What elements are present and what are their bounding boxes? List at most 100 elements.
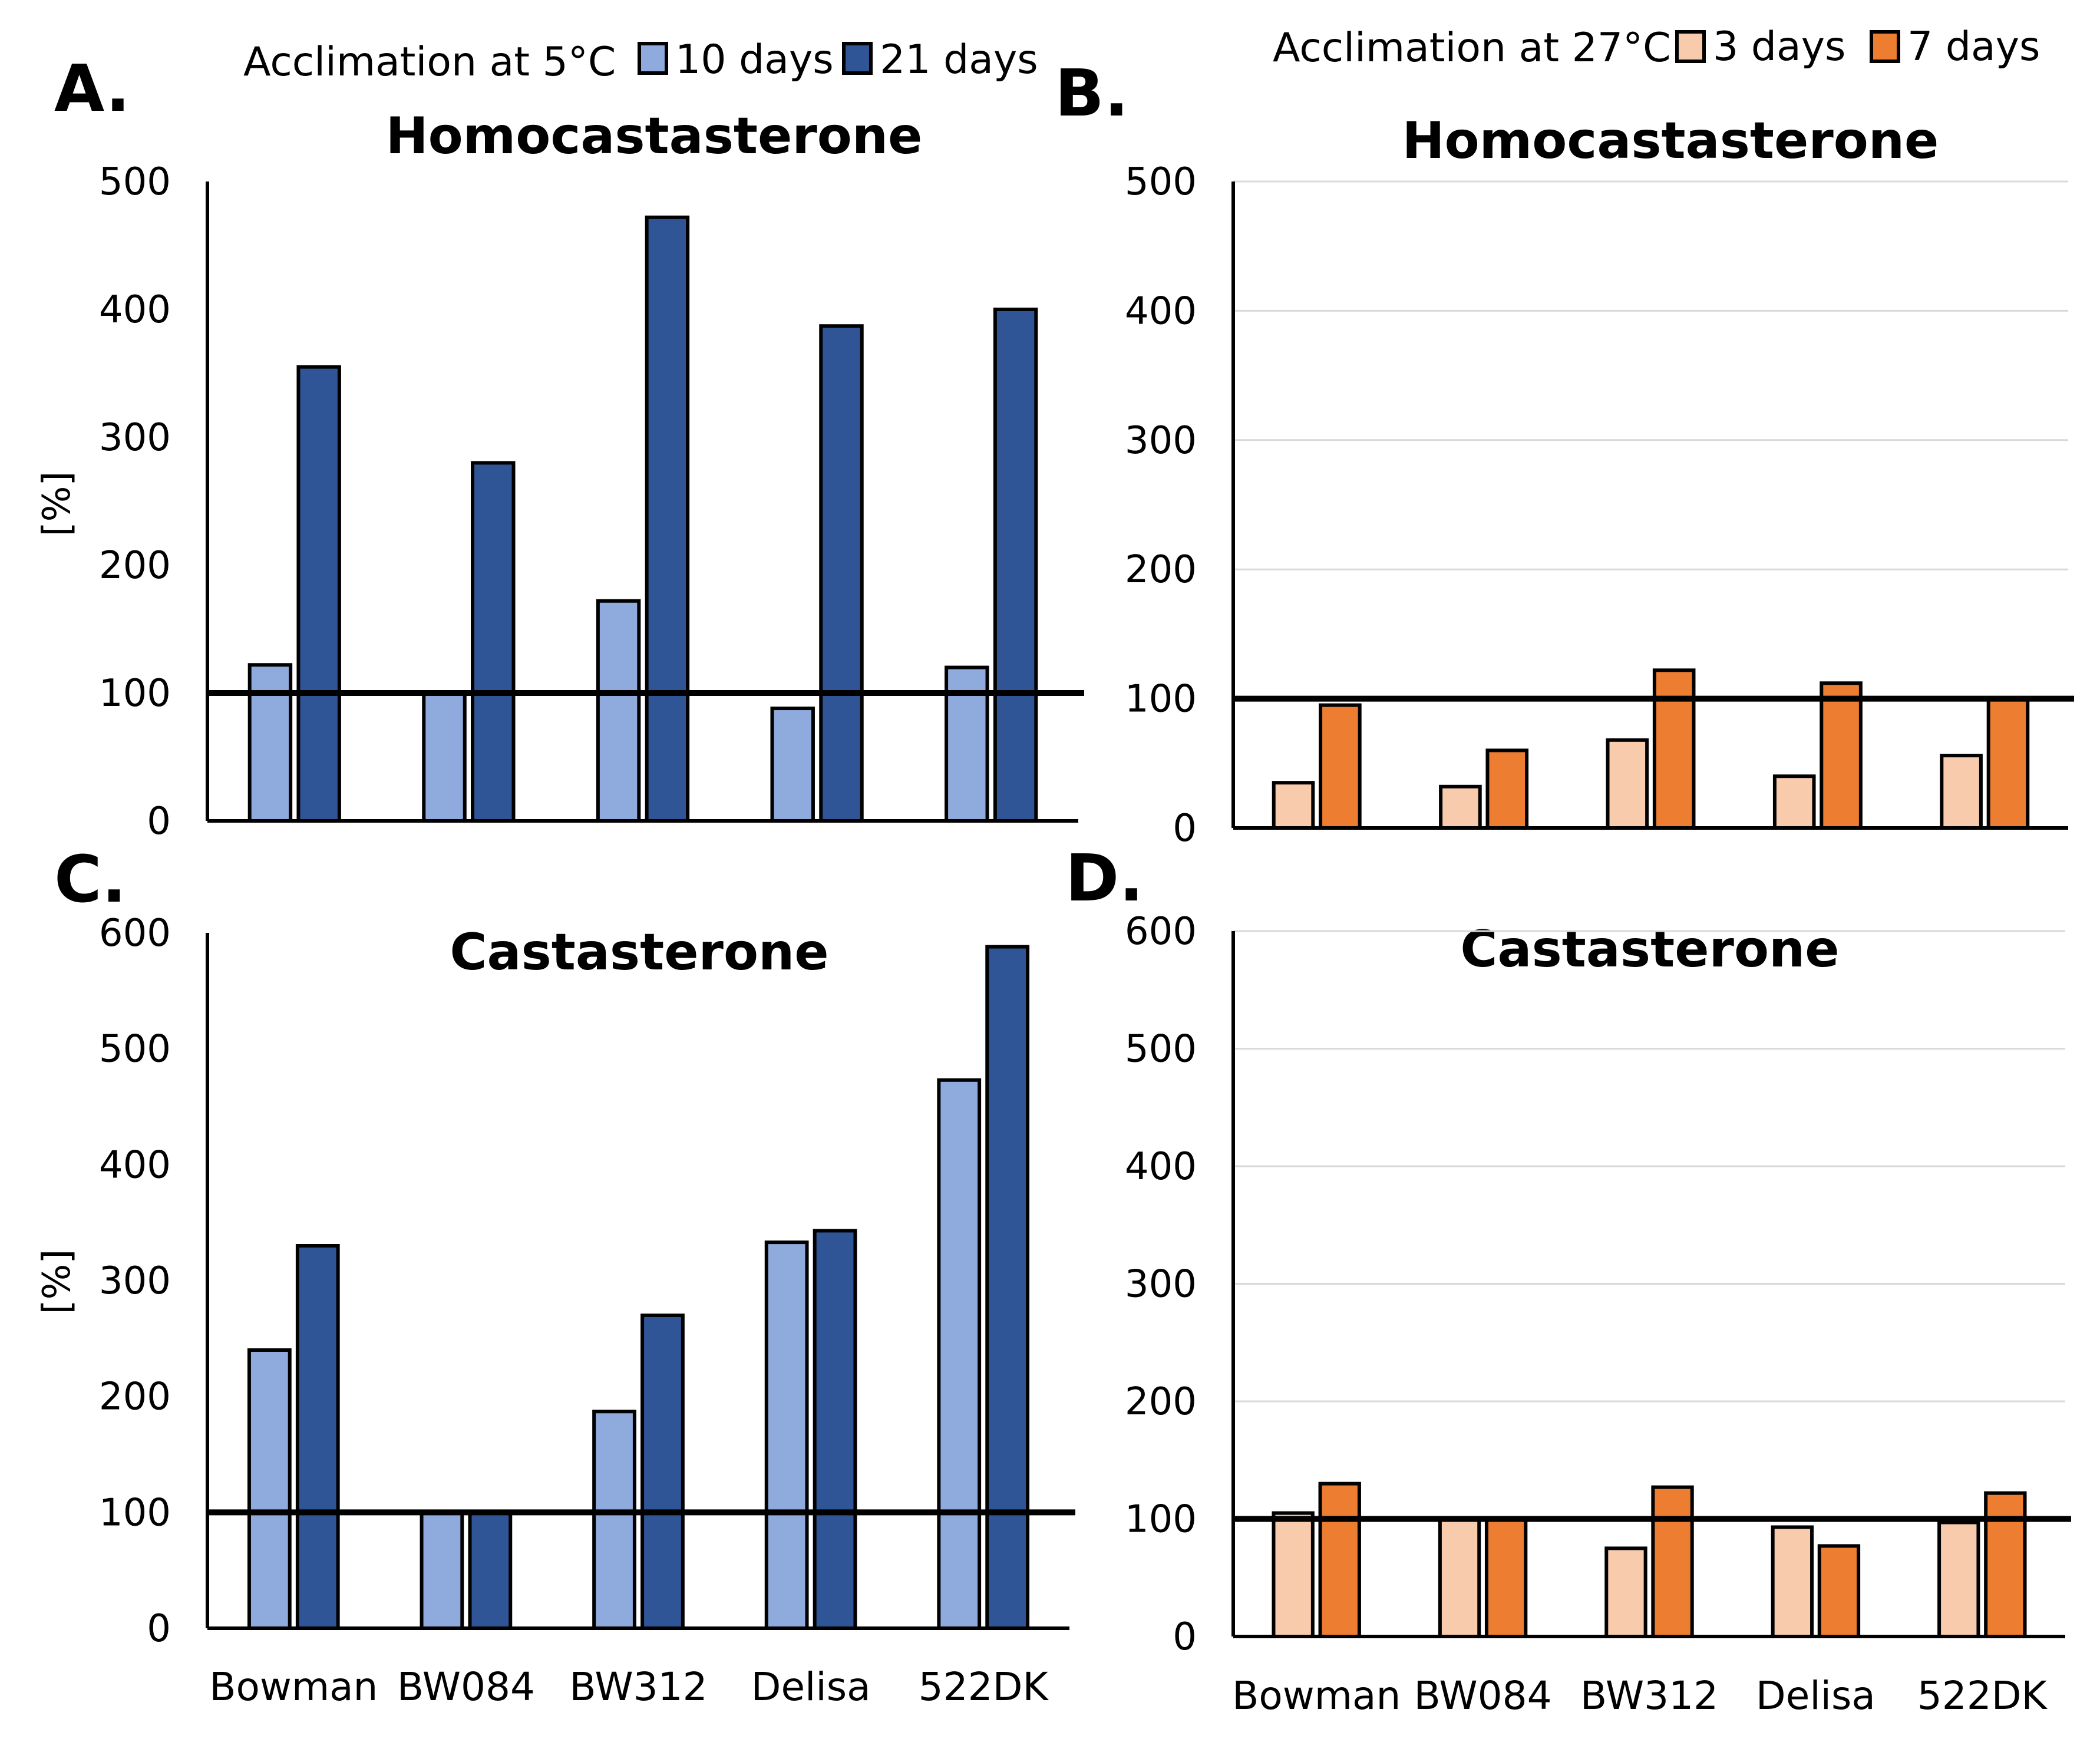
bar-a-10-days-BW312	[596, 599, 641, 823]
bar-c-10-days-522DK	[937, 1078, 982, 1631]
plot-area-b: 0 100 200 300 400 500	[1125, 160, 2074, 850]
y-tick-label-d: 200	[1125, 1380, 1197, 1424]
bar-a-21-days-Delisa	[819, 324, 864, 823]
bar-d-7-days-Delisa	[1817, 1544, 1861, 1639]
y-tick-label-c: 600	[99, 912, 171, 955]
legend-label-10-days: 10 days	[675, 37, 834, 83]
y-tick-label-d: 400	[1125, 1145, 1197, 1189]
legend-label-3-days: 3 days	[1713, 24, 1845, 70]
y-tick-label-a: 100	[99, 672, 171, 715]
chart-title-d: Castasterone	[1460, 920, 1839, 979]
bar-b-3-days-Delisa	[1772, 774, 1816, 830]
category-label-d-Bowman: Bowman	[1232, 1673, 1401, 1718]
y-tick-label-d: 500	[1125, 1028, 1197, 1071]
y-tick-label-b: 0	[1173, 807, 1197, 850]
bar-b-7-days-BW084	[1485, 748, 1529, 830]
bar-b-7-days-522DK	[1986, 697, 2030, 830]
y-tick-label-c: 0	[147, 1607, 171, 1651]
y-tick-label-c: 500	[99, 1028, 171, 1071]
y-tick-label-d: 100	[1125, 1498, 1197, 1542]
y-tick-label-b: 300	[1125, 419, 1197, 463]
bar-a-21-days-BW312	[645, 215, 690, 823]
bar-d-7-days-Bowman	[1318, 1482, 1361, 1638]
y-tick-label-b: 400	[1125, 289, 1197, 333]
bar-c-10-days-Bowman	[247, 1348, 292, 1630]
y-tick-label-d: 300	[1125, 1263, 1197, 1306]
bar-d-7-days-BW084	[1484, 1517, 1528, 1638]
panel-c: C. Castasterone [%] 0 100 200 300 400 500 600 B…	[35, 842, 1075, 1710]
legend-warm: Acclimation at 27°C 3 days 7 days	[1273, 24, 2040, 71]
bar-c-10-days-BW084	[420, 1510, 464, 1630]
category-label-c-522DK: 522DK	[919, 1664, 1049, 1710]
panel-letter-c: C.	[54, 842, 127, 917]
bar-c-21-days-Bowman	[295, 1244, 340, 1630]
legend-swatch-10-days	[638, 42, 668, 75]
plot-area-a: 0 100 200 300 400 500	[99, 160, 1084, 843]
y-tick-label-c: 400	[99, 1143, 171, 1187]
panel-letter-a: A.	[54, 51, 130, 126]
bar-d-3-days-BW312	[1604, 1546, 1647, 1638]
y-tick-label-b: 100	[1125, 678, 1197, 721]
bar-c-10-days-Delisa	[764, 1240, 809, 1631]
plot-area-d: 0 100 200 300 400 500 600 Bowman BW084 BW312 Delis…	[1125, 910, 2071, 1718]
y-tick-label-d: 600	[1125, 910, 1197, 953]
y-tick-label-c: 200	[99, 1375, 171, 1419]
y-tick-label-a: 500	[99, 160, 171, 204]
legend-cold-title: Acclimation at 5°C	[243, 39, 616, 85]
y-tick-label-d: 0	[1173, 1615, 1197, 1659]
bar-c-10-days-BW312	[592, 1410, 636, 1631]
category-label-d-522DK: 522DK	[1917, 1673, 2048, 1718]
bar-d-3-days-522DK	[1937, 1520, 1980, 1639]
chart-title-c: Castasterone	[450, 923, 828, 982]
bar-a-10-days-Delisa	[770, 707, 815, 823]
bar-b-3-days-BW084	[1439, 784, 1482, 830]
bar-a-10-days-BW084	[422, 691, 467, 823]
panel-b: B. Homocastasterone 0 100 200 300 400 500	[1055, 55, 2074, 850]
y-tick-label-a: 400	[99, 288, 171, 332]
legend-swatch-7-days	[1870, 30, 1900, 63]
category-label-c-Delisa: Delisa	[751, 1664, 871, 1710]
category-label-d-BW084: BW084	[1414, 1673, 1552, 1718]
chart-title-a: Homocastasterone	[386, 107, 923, 166]
bar-c-21-days-522DK	[985, 945, 1030, 1630]
bar-b-3-days-522DK	[1940, 754, 1983, 830]
category-label-c-Bowman: Bowman	[209, 1664, 378, 1710]
legend-swatch-3-days	[1675, 30, 1706, 63]
legend-warm-title: Acclimation at 27°C	[1273, 25, 1671, 71]
bar-d-7-days-522DK	[1984, 1491, 2027, 1639]
bar-c-21-days-BW084	[468, 1510, 513, 1630]
y-tick-label-c: 300	[99, 1259, 171, 1303]
y-tick-label-c: 100	[99, 1491, 171, 1535]
legend-label-21-days: 21 days	[880, 37, 1038, 83]
panel-d: D. Castasterone 0 100 200 300 400 500 600 Bowma…	[1065, 840, 2071, 1718]
bar-d-7-days-BW312	[1651, 1485, 1694, 1639]
chart-title-b: Homocastasterone	[1402, 111, 1939, 170]
panel-letter-b: B.	[1055, 55, 1129, 131]
bar-a-10-days-Bowman	[247, 663, 293, 823]
category-label-d-Delisa: Delisa	[1756, 1673, 1876, 1718]
legend-cold: Acclimation at 5°C 10 days 21 days	[243, 37, 1038, 85]
bar-d-3-days-BW084	[1438, 1517, 1481, 1638]
legend-swatch-21-days	[842, 42, 873, 75]
panel-a: A. Homocastasterone [%] 0 100 200 300 400 500	[35, 51, 1084, 843]
bar-c-21-days-BW312	[640, 1314, 685, 1630]
bar-b-3-days-Bowman	[1272, 781, 1315, 830]
y-tick-label-a: 200	[99, 544, 171, 588]
legend-label-7-days: 7 days	[1907, 24, 2040, 70]
bar-d-3-days-Delisa	[1771, 1525, 1814, 1639]
bar-b-7-days-Delisa	[1820, 681, 1863, 830]
bar-a-21-days-Bowman	[296, 365, 341, 823]
bar-b-7-days-Bowman	[1319, 703, 1362, 830]
bar-b-7-days-BW312	[1652, 668, 1696, 830]
category-label-d-BW312: BW312	[1580, 1673, 1718, 1718]
y-axis-label-c: [%]	[35, 1249, 79, 1315]
bar-d-3-days-Bowman	[1272, 1511, 1315, 1638]
y-tick-label-a: 0	[147, 800, 171, 843]
bar-b-3-days-BW312	[1606, 738, 1649, 830]
bar-a-21-days-522DK	[993, 308, 1038, 823]
y-axis-label-a: [%]	[35, 471, 79, 537]
bar-c-21-days-Delisa	[813, 1229, 857, 1630]
y-tick-label-b: 200	[1125, 548, 1197, 592]
panel-letter-d: D.	[1065, 840, 1144, 916]
